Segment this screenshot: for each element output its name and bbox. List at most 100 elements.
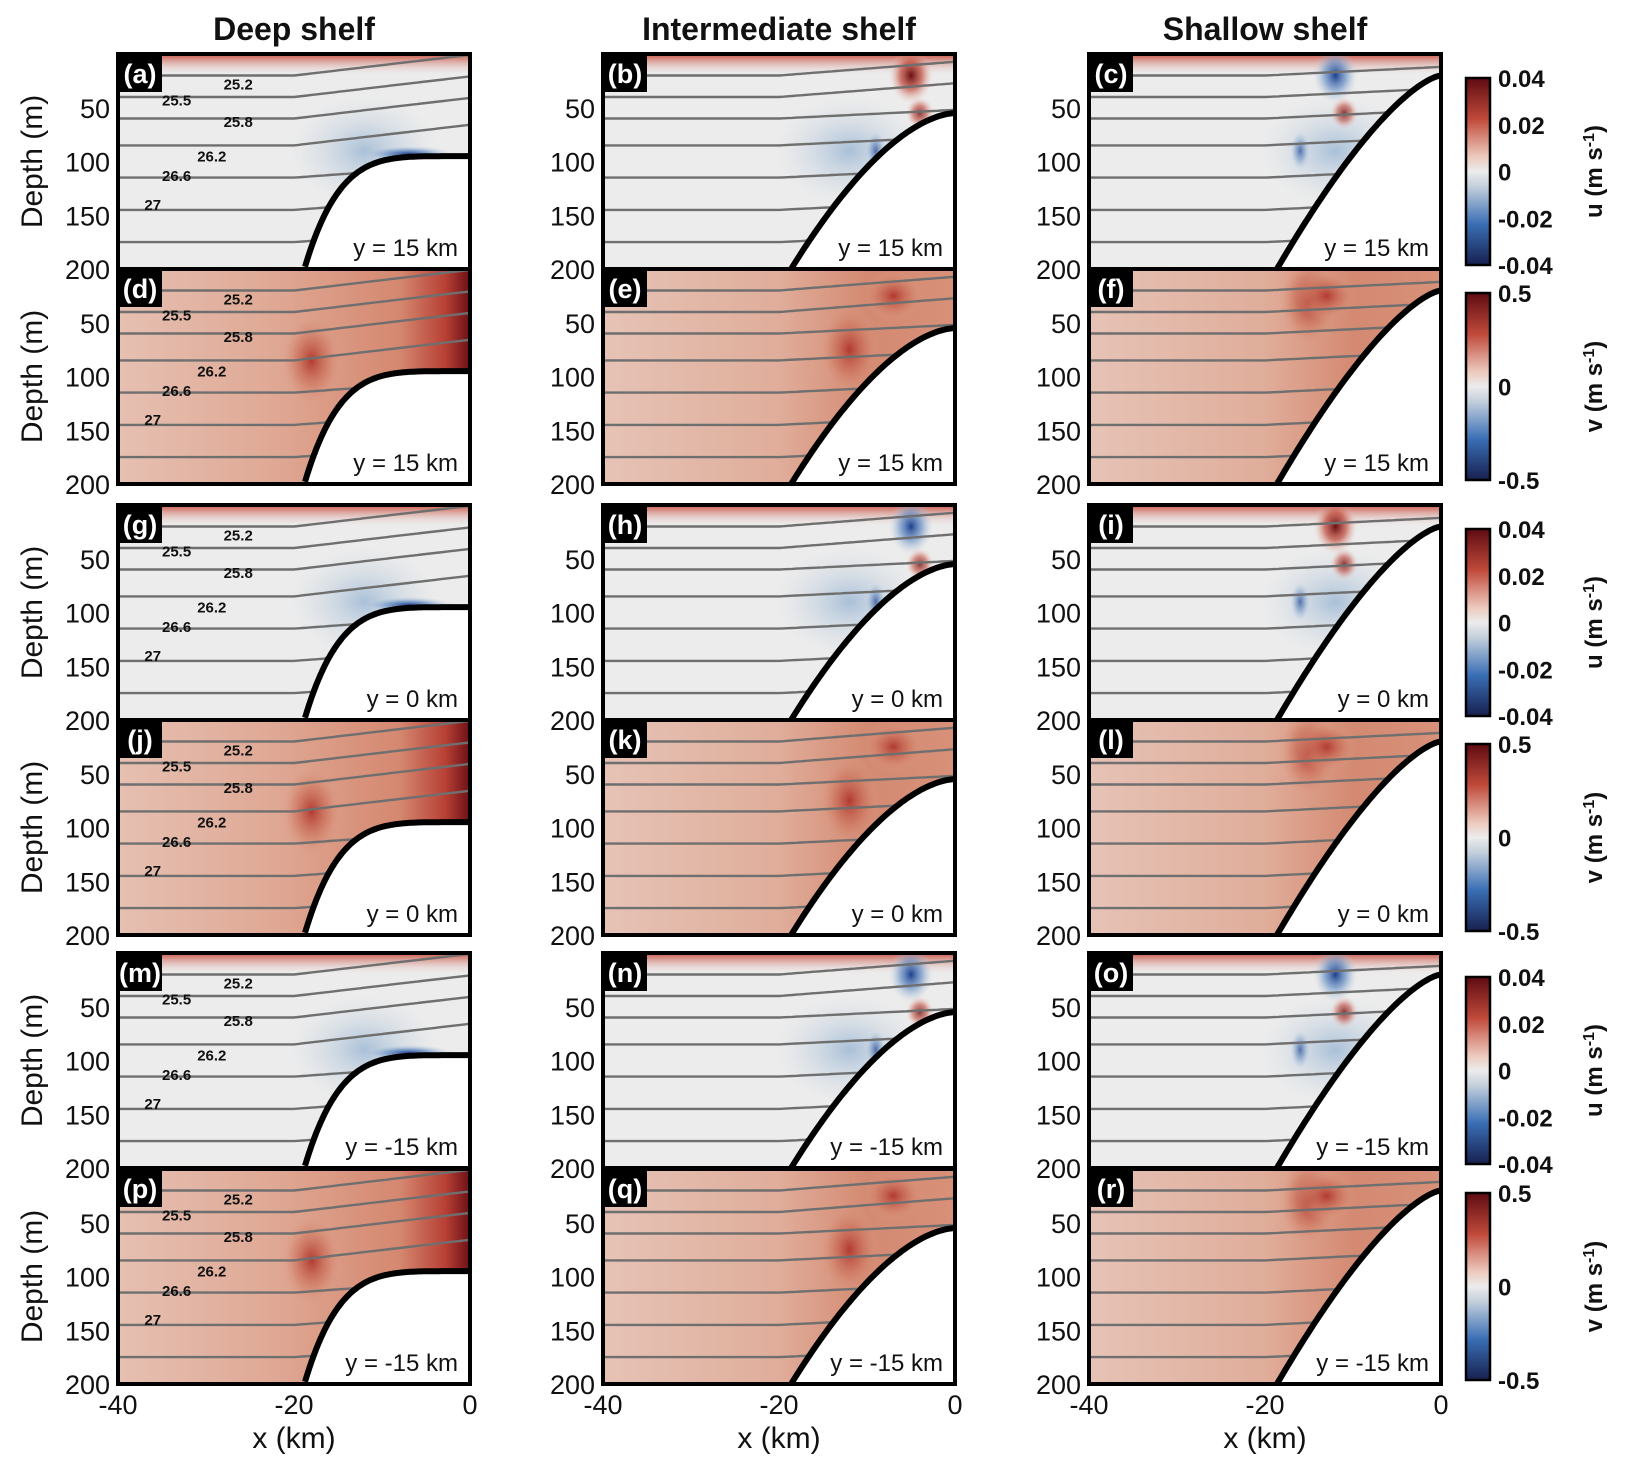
isopycnal-label: 25.8 xyxy=(224,1229,253,1246)
isopycnal-line xyxy=(603,275,955,292)
y-tick-label: 50 xyxy=(1051,545,1081,575)
colorbar-tick-label: 0.02 xyxy=(1498,564,1545,591)
isopycnal-line xyxy=(603,1175,955,1192)
isopycnal-label: 25.2 xyxy=(224,1191,253,1208)
y-axis-label: Depth (m) xyxy=(16,994,49,1127)
x-tick-label: -20 xyxy=(759,1390,798,1420)
y-tick-label: 150 xyxy=(550,652,595,682)
section-y-label: y = 15 km xyxy=(353,450,458,477)
colorbar-label: u (m s-1) xyxy=(1581,576,1609,669)
y-tick-label: 200 xyxy=(550,921,595,951)
isopycnal-label: 27 xyxy=(144,648,161,665)
y-tick-label: 100 xyxy=(65,814,110,844)
colorbar-tick-label: -0.02 xyxy=(1498,1105,1553,1132)
isopycnal-line xyxy=(603,1068,864,1078)
y-tick-label: 150 xyxy=(65,1100,110,1130)
panel-g: 25.2 25.5 25.8 26.2 26.627 xyxy=(118,505,470,720)
panel-m: 25.2 25.5 25.8 26.2 26.627 xyxy=(118,953,470,1168)
isopycnal-line xyxy=(1089,1009,1389,1019)
colorbar-tick-label: 0 xyxy=(1498,611,1511,638)
isopycnal-line xyxy=(118,870,330,878)
isopycnal-line xyxy=(1089,416,1319,427)
panel-label: (i) xyxy=(1098,510,1123,540)
isopycnal-line xyxy=(1089,65,1441,77)
y-tick-label: 200 xyxy=(1036,1370,1081,1400)
x-tick-label: 0 xyxy=(1433,1390,1448,1420)
y-tick-label: 100 xyxy=(550,599,595,629)
section-y-label: y = -15 km xyxy=(345,1350,458,1377)
isopycnal-line xyxy=(1089,135,1368,147)
v-jet-core xyxy=(819,1204,880,1295)
panel-label: (f) xyxy=(1098,274,1125,304)
isopycnal-line xyxy=(118,290,470,314)
isopycnal-line xyxy=(1089,235,1297,244)
isopycnal-line xyxy=(603,959,955,976)
colorbar-tick-label: 0.04 xyxy=(1498,66,1545,93)
y-tick-label: 150 xyxy=(550,201,595,231)
colorbar-tick-label: 0.5 xyxy=(1498,281,1531,308)
bathymetry-line xyxy=(787,776,955,935)
x-tick-label: 0 xyxy=(462,1390,477,1420)
panel-e xyxy=(603,269,955,484)
isopycnal-line xyxy=(118,386,356,394)
panel-frame xyxy=(1087,267,1443,486)
panel-label-box xyxy=(118,505,162,543)
isopycnal-line xyxy=(1089,901,1297,910)
y-tick-label: 200 xyxy=(65,1154,110,1184)
bathymetry-line xyxy=(1273,971,1441,1168)
section-y-label: y = -15 km xyxy=(1316,1350,1429,1377)
section-y-label: y = 0 km xyxy=(852,686,943,713)
colorbar-tick-label: -0.04 xyxy=(1498,1152,1553,1179)
panel-k xyxy=(603,720,955,935)
isopycnal-line xyxy=(1089,1284,1341,1294)
y-tick-label: 100 xyxy=(550,814,595,844)
isopycnal-line xyxy=(603,533,955,550)
isopycnal-label: 25.5 xyxy=(162,93,191,110)
y-tick-label: 200 xyxy=(550,706,595,736)
u-slope-jet xyxy=(1290,130,1311,171)
u-surface-layer xyxy=(603,54,955,76)
v-surface-jet xyxy=(863,270,924,321)
y-tick-label: 150 xyxy=(65,1316,110,1346)
isopycnal-line xyxy=(603,1316,838,1327)
u-slope-jet xyxy=(1290,1029,1311,1070)
colorbar-tick-label: 0 xyxy=(1498,375,1511,402)
y-axis-label: Depth (m) xyxy=(16,310,49,443)
y-tick-label: 100 xyxy=(1036,814,1081,844)
isopycnal-label: 26.2 xyxy=(197,1264,226,1281)
section-y-label: y = -15 km xyxy=(830,1134,943,1161)
bathymetry-line xyxy=(787,1009,955,1168)
y-tick-label: 150 xyxy=(1036,652,1081,682)
isopycnal-line xyxy=(118,1022,470,1046)
y-tick-label: 100 xyxy=(65,1047,110,1077)
panel-label: (q) xyxy=(608,1174,642,1204)
column-title-2: Shallow shelf xyxy=(1163,11,1368,47)
colorbar-tick-label: -0.04 xyxy=(1498,253,1553,280)
isopycnal-line xyxy=(603,1352,811,1359)
bathymetry-line xyxy=(787,561,955,720)
panel-f xyxy=(1089,269,1441,484)
isopycnal-line xyxy=(118,311,470,335)
u-coastal-eddy xyxy=(1313,953,1358,1003)
panel-label-box xyxy=(1089,505,1133,543)
isopycnal-line xyxy=(1089,652,1319,663)
y-tick-label: 100 xyxy=(1036,1263,1081,1293)
isopycnal-line xyxy=(1089,325,1389,335)
y-tick-label: 200 xyxy=(550,1154,595,1184)
u-colorbar xyxy=(1464,975,1492,1166)
seafloor-land xyxy=(791,328,955,484)
x-axis-label: x (km) xyxy=(737,1422,820,1455)
isopycnal-line xyxy=(1089,985,1416,998)
y-tick-label: 50 xyxy=(80,545,110,575)
isopycnal-label: 25.8 xyxy=(224,1013,253,1030)
u-surface-layer xyxy=(603,953,955,975)
isopycnal-label: 26.2 xyxy=(197,149,226,166)
y-tick-label: 150 xyxy=(1036,1316,1081,1346)
isopycnal-label: 27 xyxy=(144,1312,161,1329)
isopycnal-line xyxy=(603,774,955,786)
isopycnal-label: 27 xyxy=(144,863,161,880)
panel-l xyxy=(1089,720,1441,935)
panel-q xyxy=(603,1169,955,1384)
isopycnal-label: 26.6 xyxy=(162,383,191,400)
x-tick-label: -40 xyxy=(583,1390,622,1420)
